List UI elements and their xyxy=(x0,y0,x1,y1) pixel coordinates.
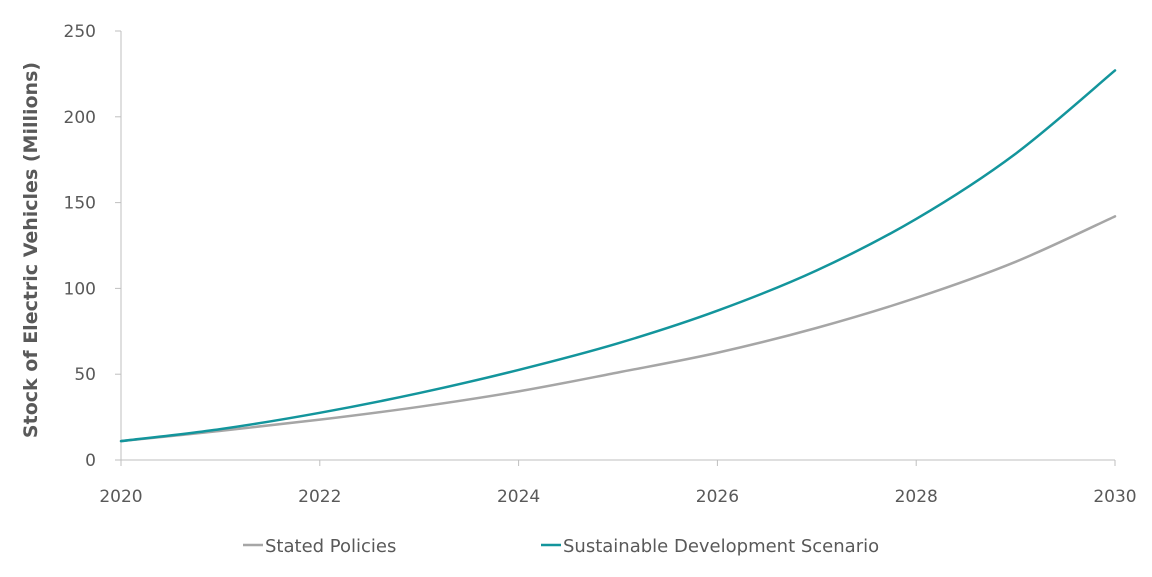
x-tick-label: 2024 xyxy=(497,487,540,507)
series-layer xyxy=(119,69,1117,443)
legend-label: Sustainable Development Scenario xyxy=(563,536,879,557)
y-tick-label: 250 xyxy=(64,22,96,42)
legend-label: Stated Policies xyxy=(265,536,396,557)
series-line-stated-policies xyxy=(119,215,1117,443)
x-tick-label: 2022 xyxy=(298,487,341,507)
legend: Stated Policies Sustainable Development S… xyxy=(243,536,879,557)
series-line-sustainable-development xyxy=(119,69,1117,443)
x-tick-label: 2020 xyxy=(99,487,142,507)
y-axis: 0 50 100 150 200 250 xyxy=(64,22,122,471)
y-tick-label: 100 xyxy=(64,279,96,299)
x-axis: 2020 2022 2024 2026 2028 2030 xyxy=(99,459,1137,507)
y-axis-title: Stock of Electric Vehicles (Millions) xyxy=(20,62,42,438)
y-tick-label: 0 xyxy=(85,451,96,471)
x-tick-label: 2028 xyxy=(895,487,938,507)
y-tick-label: 200 xyxy=(64,108,96,128)
x-tick-label: 2030 xyxy=(1093,487,1136,507)
x-tick-label: 2026 xyxy=(696,487,739,507)
y-tick-label: 150 xyxy=(64,194,96,214)
y-tick-label: 50 xyxy=(74,365,96,385)
